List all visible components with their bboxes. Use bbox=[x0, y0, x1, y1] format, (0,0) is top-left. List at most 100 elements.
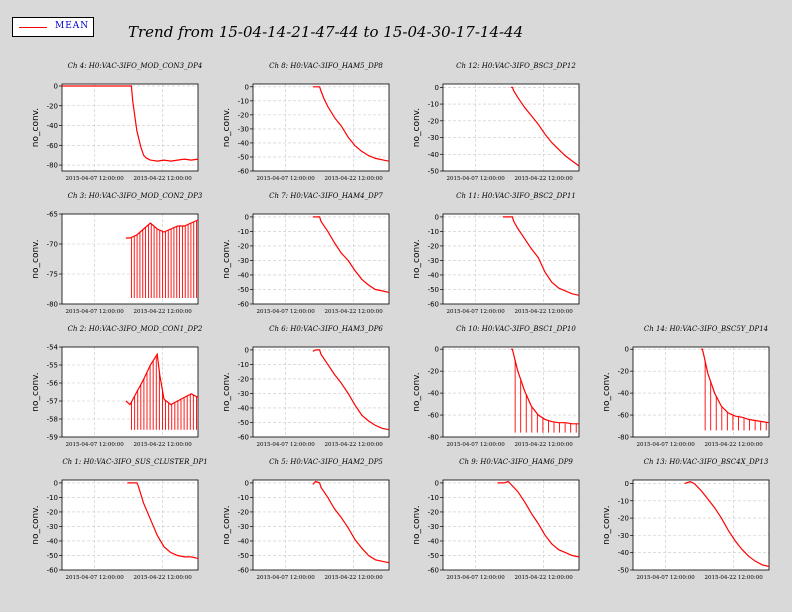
panel-title: Ch 9: H0:VAC-3IFO_HAM6_DP9 bbox=[459, 458, 573, 466]
series-line-mean bbox=[62, 85, 199, 162]
legend-label: MEAN bbox=[55, 21, 90, 31]
y-tick-label: -50 bbox=[618, 567, 629, 575]
x-tick-label: 2015-04-22 12:00:00 bbox=[515, 176, 574, 182]
plot-frame bbox=[632, 479, 770, 571]
y-tick-label: -57 bbox=[47, 398, 58, 406]
plot-area bbox=[253, 214, 389, 304]
y-tick-label: -10 bbox=[618, 497, 629, 505]
y-tick-label: -55 bbox=[47, 362, 58, 370]
y-tick-label: 0 bbox=[54, 82, 58, 90]
y-tick-label: -30 bbox=[618, 532, 629, 540]
y-tick-label: -58 bbox=[47, 416, 58, 424]
y-tick-label: 0 bbox=[435, 213, 439, 221]
y-axis-label: no_conv. bbox=[602, 372, 612, 411]
y-axis-label: no_conv. bbox=[31, 108, 41, 147]
y-axis-label: no_conv. bbox=[412, 108, 422, 147]
x-tick-label: 2015-04-22 12:00:00 bbox=[325, 442, 384, 448]
chart-panel: Ch 9: H0:VAC-3IFO_HAM6_DP9 0 -10 -20 -30 -40 -… bbox=[412, 458, 580, 581]
page-title: Trend from 15-04-14-21-47-44 to 15-04-30… bbox=[128, 23, 524, 41]
y-tick-label: -59 bbox=[47, 434, 58, 442]
y-tick-label: -50 bbox=[238, 419, 249, 427]
y-axis-label: no_conv. bbox=[31, 505, 41, 544]
y-tick-label: -20 bbox=[618, 368, 629, 376]
y-tick-label: -80 bbox=[618, 434, 629, 442]
y-tick-label: -60 bbox=[238, 434, 249, 442]
series-line-mean bbox=[127, 482, 199, 559]
plot-frame bbox=[61, 346, 199, 438]
legend-line-swatch bbox=[19, 27, 47, 28]
y-tick-label: -75 bbox=[47, 271, 58, 279]
x-tick-label: 2015-04-07 12:00:00 bbox=[447, 575, 506, 581]
y-tick-label: -20 bbox=[47, 102, 58, 110]
panel-title: Ch 4: H0:VAC-3IFO_MOD_CON3_DP4 bbox=[68, 62, 203, 70]
y-tick-label: -10 bbox=[238, 494, 249, 502]
plot-frame bbox=[442, 346, 580, 438]
y-tick-label: -50 bbox=[428, 168, 439, 176]
series-line-mean bbox=[511, 86, 580, 167]
y-tick-label: -10 bbox=[238, 228, 249, 236]
y-tick-label: -10 bbox=[238, 97, 249, 105]
y-tick-label: -20 bbox=[238, 375, 249, 383]
y-tick-label: -40 bbox=[428, 271, 439, 279]
y-tick-label: -40 bbox=[238, 404, 249, 412]
y-tick-label: -30 bbox=[428, 523, 439, 531]
plot-frame bbox=[252, 83, 390, 172]
y-tick-label: -50 bbox=[47, 552, 58, 560]
y-tick-label: -40 bbox=[238, 271, 249, 279]
y-tick-label: -10 bbox=[428, 101, 439, 109]
series-line-mean bbox=[511, 348, 579, 425]
y-tick-label: -70 bbox=[47, 241, 58, 249]
chart-panel: Ch 8: H0:VAC-3IFO_HAM5_DP8 0 -10 -20 -30 -40 -… bbox=[222, 62, 390, 182]
plot-area bbox=[443, 347, 579, 437]
y-tick-label: -50 bbox=[428, 286, 439, 294]
y-axis-label: no_conv. bbox=[602, 505, 612, 544]
y-axis-label: no_conv. bbox=[412, 239, 422, 278]
panel-title: Ch 13: H0:VAC-3IFO_BSC4X_DP13 bbox=[644, 458, 769, 466]
y-tick-label: -30 bbox=[238, 523, 249, 531]
y-tick-label: -20 bbox=[428, 508, 439, 516]
y-tick-label: -50 bbox=[238, 153, 249, 161]
plot-area bbox=[633, 347, 769, 437]
y-tick-label: -60 bbox=[238, 301, 249, 309]
y-tick-label: -50 bbox=[238, 552, 249, 560]
y-tick-label: 0 bbox=[435, 84, 439, 92]
chart-panel: Ch 13: H0:VAC-3IFO_BSC4X_DP13 0 -10 -20 -30 -… bbox=[602, 458, 770, 581]
y-axis-label: no_conv. bbox=[222, 372, 232, 411]
y-tick-label: -54 bbox=[47, 344, 59, 352]
y-tick-label: -40 bbox=[428, 151, 439, 159]
y-tick-label: -20 bbox=[238, 242, 249, 250]
chart-panel: Ch 4: H0:VAC-3IFO_MOD_CON3_DP4 0 -20 -40 -60… bbox=[31, 62, 202, 182]
y-tick-label: -30 bbox=[47, 523, 58, 531]
y-tick-label: -20 bbox=[238, 111, 249, 119]
chart-panel: Ch 3: H0:VAC-3IFO_MOD_CON2_DP3 -65 -70 -75 -… bbox=[31, 192, 203, 315]
y-axis-label: no_conv. bbox=[222, 505, 232, 544]
chart-panel: Ch 14: H0:VAC-3IFO_BSC5Y_DP14 0 -20 -40 -60 -… bbox=[602, 325, 770, 448]
x-tick-label: 2015-04-07 12:00:00 bbox=[447, 309, 506, 315]
x-tick-label: 2015-04-07 12:00:00 bbox=[637, 442, 696, 448]
panel-title: Ch 5: H0:VAC-3IFO_HAM2_DP5 bbox=[269, 458, 383, 466]
panel-title: Ch 12: H0:VAC-3IFO_BSC3_DP12 bbox=[456, 62, 576, 70]
y-tick-label: 0 bbox=[625, 346, 629, 354]
x-tick-label: 2015-04-07 12:00:00 bbox=[257, 176, 316, 182]
chart-panel: Ch 5: H0:VAC-3IFO_HAM2_DP5 0 -10 -20 -30 -40 -… bbox=[222, 458, 390, 581]
y-tick-label: 0 bbox=[435, 479, 439, 487]
plot-area bbox=[62, 347, 198, 437]
x-tick-label: 2015-04-07 12:00:00 bbox=[447, 442, 506, 448]
y-tick-label: -30 bbox=[238, 257, 249, 265]
y-tick-label: -80 bbox=[428, 434, 439, 442]
y-tick-label: -60 bbox=[238, 168, 249, 176]
x-tick-label: 2015-04-07 12:00:00 bbox=[447, 176, 506, 182]
x-tick-label: 2015-04-22 12:00:00 bbox=[325, 309, 384, 315]
x-tick-label: 2015-04-07 12:00:00 bbox=[257, 442, 316, 448]
y-tick-label: 0 bbox=[245, 479, 249, 487]
y-tick-label: -40 bbox=[428, 390, 439, 398]
plot-area bbox=[253, 84, 389, 171]
x-tick-label: 2015-04-22 12:00:00 bbox=[705, 442, 764, 448]
panel-title: Ch 1: H0:VAC-3IFO_SUS_CLUSTER_DP1 bbox=[62, 458, 207, 466]
series-line-mean bbox=[497, 480, 580, 558]
chart-panel: Ch 1: H0:VAC-3IFO_SUS_CLUSTER_DP1 0 -10 -20… bbox=[31, 458, 208, 581]
x-tick-label: 2015-04-07 12:00:00 bbox=[66, 442, 125, 448]
plot-area bbox=[62, 84, 198, 171]
chart-panel: Ch 10: H0:VAC-3IFO_BSC1_DP10 0 -20 -40 -60 -8… bbox=[412, 325, 580, 448]
